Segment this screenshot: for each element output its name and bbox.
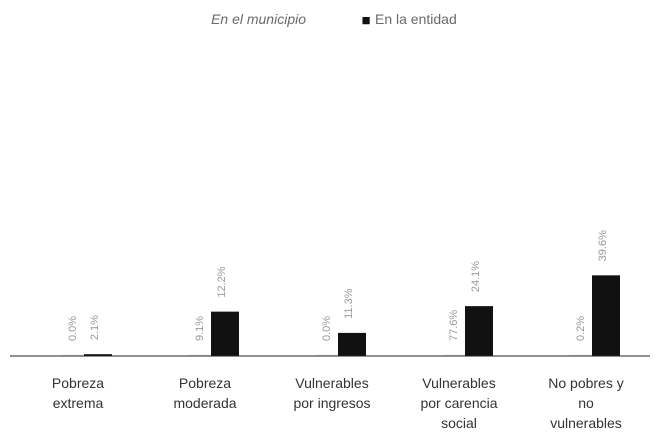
value-label-entidad-1: 12.2% (216, 266, 228, 297)
category-label-line: por ingresos (293, 395, 370, 411)
value-label-entidad-3: 24.1% (470, 261, 482, 292)
value-labels: 0.0% 2.1% 9.1% 12.2% 0.0% 11.3% 77.6% 24.1% 0.2%… (67, 230, 609, 341)
value-label-municipio-1: 9.1% (194, 316, 206, 341)
value-label-municipio-3: 77.6% (448, 310, 460, 341)
category-label-line: moderada (173, 395, 236, 411)
category-label-line: no (578, 395, 594, 411)
category-label-line: social (441, 415, 477, 431)
legend-marker-entidad: ■ (361, 12, 370, 29)
legend: En el municipio ■ En la entidad (211, 11, 457, 29)
legend-entry-entidad: En la entidad (375, 11, 457, 27)
value-label-municipio-2: 0.0% (321, 316, 333, 341)
bar-entidad-4 (592, 275, 620, 356)
category-label-2: Vulnerables por ingresos (293, 375, 370, 411)
bar-entidad-2 (338, 332, 366, 356)
category-label-line: Vulnerables (295, 375, 368, 391)
category-label-line: extrema (53, 395, 104, 411)
value-label-entidad-2: 11.3% (343, 288, 355, 319)
bar-entidad-3 (465, 306, 493, 356)
category-label-line: Pobreza (179, 375, 231, 391)
bar-entidad-1 (211, 311, 239, 356)
category-label-line: por carencia (420, 395, 497, 411)
value-label-municipio-4: 0.2% (575, 316, 587, 341)
value-label-entidad-4: 39.6% (597, 230, 609, 261)
category-label-4: No pobres y no vulnerables (548, 375, 623, 431)
category-label-0: Pobreza extrema (52, 375, 104, 411)
category-label-1: Pobreza moderada (173, 375, 236, 411)
bar-entidad-0 (84, 354, 112, 356)
legend-entry-municipio: En el municipio (211, 11, 306, 27)
category-label-line: Pobreza (52, 375, 104, 391)
value-label-entidad-0: 2.1% (89, 315, 101, 340)
category-labels: Pobreza extrema Pobreza moderada Vulnerables… (52, 375, 624, 431)
category-label-line: Vulnerables (422, 375, 495, 391)
category-label-line: vulnerables (550, 415, 622, 431)
value-label-municipio-0: 0.0% (67, 316, 79, 341)
category-label-line: No pobres y (548, 375, 623, 391)
bars (61, 275, 620, 357)
category-label-3: Vulnerables por carencia social (420, 375, 497, 431)
